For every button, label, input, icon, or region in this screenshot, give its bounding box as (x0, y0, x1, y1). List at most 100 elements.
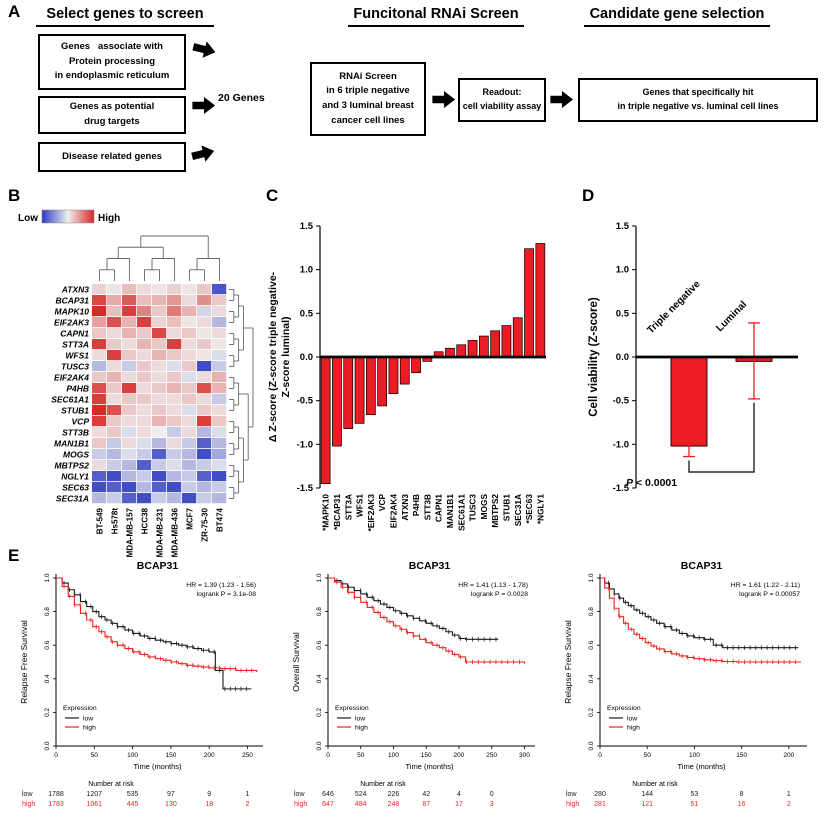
risk-table-title: Number at risk (88, 781, 134, 788)
heatmap-row-label: CAPN1 (60, 329, 89, 339)
x-tick-label: 100 (689, 752, 700, 759)
risk-value: 281 (594, 801, 606, 808)
heatmap-cell (152, 460, 167, 471)
p-italic: P (626, 477, 634, 489)
heatmap-cell (122, 383, 137, 394)
heatmap-row-label: EIF2AK4 (54, 373, 89, 383)
heatmap-cell (182, 306, 197, 317)
y-tick-label: 0.2 (44, 708, 51, 717)
heatmap-col-label: HCC38 (141, 507, 150, 534)
flow-arrow-4 (432, 90, 456, 114)
risk-value: 280 (594, 791, 606, 798)
heatmap-cell (212, 394, 227, 405)
heatmap-cell (92, 317, 107, 328)
y-tick-label: 0.6 (44, 640, 51, 649)
x-category-label: EIF2AK4 (388, 494, 398, 529)
risk-value: 42 (422, 791, 430, 798)
heatmap-cell (107, 383, 122, 394)
heatmap-cell (122, 427, 137, 438)
km-title: BCAP31 (409, 560, 451, 572)
heatmap-cell (152, 361, 167, 372)
heatmap-cell (122, 339, 137, 350)
x-category-label: MOGS (479, 494, 489, 520)
legend-label: high (627, 725, 640, 732)
heatmap-cell (107, 306, 122, 317)
p-value-annotation: P < 0.0001 (626, 477, 677, 489)
heatmap-row-label: STT3A (62, 340, 89, 350)
y-tick-label: -1.0 (297, 439, 313, 450)
risk-value: 121 (641, 801, 653, 808)
heatmap-cell (137, 405, 152, 416)
x-tick-label: 50 (644, 752, 652, 759)
hr-annotation: HR = 1.61 (1.22 - 2.11) (731, 582, 800, 589)
heatmap-cell (107, 350, 122, 361)
km-title: BCAP31 (137, 560, 179, 572)
y-tick-label: 0.8 (316, 607, 323, 616)
x-category-label: *MAPK10 (321, 494, 331, 531)
y-axis-label: Δ Z-score (Z-score triple negative- (267, 271, 279, 442)
heatmap-cell (167, 460, 182, 471)
heatmap-cell (152, 306, 167, 317)
heatmap-cell (197, 284, 212, 295)
risk-value: 87 (422, 801, 430, 808)
heatmap-cell (107, 493, 122, 504)
heatmap-cell (122, 449, 137, 460)
heatmap-cell (167, 295, 182, 306)
bar (670, 356, 708, 447)
heatmap-cell (107, 394, 122, 405)
x-axis-label: Time (months) (405, 762, 454, 771)
heatmap-cell (197, 383, 212, 394)
heatmap-cell (92, 328, 107, 339)
legend-label: high (83, 725, 96, 732)
hr-annotation: HR = 1.41 (1.13 - 1.78) (458, 582, 528, 589)
heatmap-cell (137, 460, 152, 471)
risk-row-label: high (294, 801, 307, 808)
heatmap-cell (182, 471, 197, 482)
flow-box-candidate-genes: Genes that specifically hit in triple ne… (578, 78, 818, 122)
y-tick-label: 0.0 (616, 352, 629, 363)
heatmap-cell (137, 493, 152, 504)
heatmap-cell (137, 350, 152, 361)
heatmap-row-label: SEC61A1 (51, 395, 89, 405)
risk-value: 18 (205, 801, 213, 808)
heatmap-row-label: ATXN3 (61, 285, 90, 295)
y-tick-label: 1.0 (588, 573, 595, 582)
y-tick-label: 0.0 (44, 741, 51, 750)
heatmap-cell (197, 339, 212, 350)
heatmap-cell (197, 493, 212, 504)
heatmap-cell (92, 284, 107, 295)
heatmap-cell (137, 438, 152, 449)
heatmap-cell (137, 339, 152, 350)
heatmap-cell (212, 438, 227, 449)
heatmap-cell (197, 295, 212, 306)
y-tick-label: -1.5 (613, 483, 630, 494)
x-tick-label: 200 (454, 752, 465, 759)
heatmap-cell (182, 339, 197, 350)
heatmap-cell (167, 361, 182, 372)
x-category-label: SEC61A1 (456, 494, 466, 531)
panel-d-label: D (582, 186, 595, 205)
heatmap-cell (197, 372, 212, 383)
heatmap-cell (212, 416, 227, 427)
heatmap-cell (212, 361, 227, 372)
heatmap-cell (197, 328, 212, 339)
heatmap-cell (92, 295, 107, 306)
heatmap-row-label: WFS1 (65, 351, 89, 361)
bar (320, 356, 331, 484)
heatmap-cell (197, 460, 212, 471)
heatmap-cell (182, 383, 197, 394)
km-plot-relapse-free-2: BCAP31 0.0 0.2 0.4 0.6 0.8 1.0 0 50 100 150 200 Time… (563, 560, 807, 808)
x-tick-label: 100 (127, 752, 138, 759)
y-tick-label: 1.5 (300, 221, 314, 232)
heatmap-cell (107, 449, 122, 460)
heatmap-cell (107, 405, 122, 416)
y-tick-label: 0.2 (316, 708, 323, 717)
risk-value: 2 (787, 801, 791, 808)
x-tick-label: 100 (388, 752, 399, 759)
heatmap-cell (167, 427, 182, 438)
heatmap-cell (197, 427, 212, 438)
heatmap-cell (92, 438, 107, 449)
heatmap-cell (137, 284, 152, 295)
heatmap-cell (92, 405, 107, 416)
risk-value: 53 (691, 791, 699, 798)
